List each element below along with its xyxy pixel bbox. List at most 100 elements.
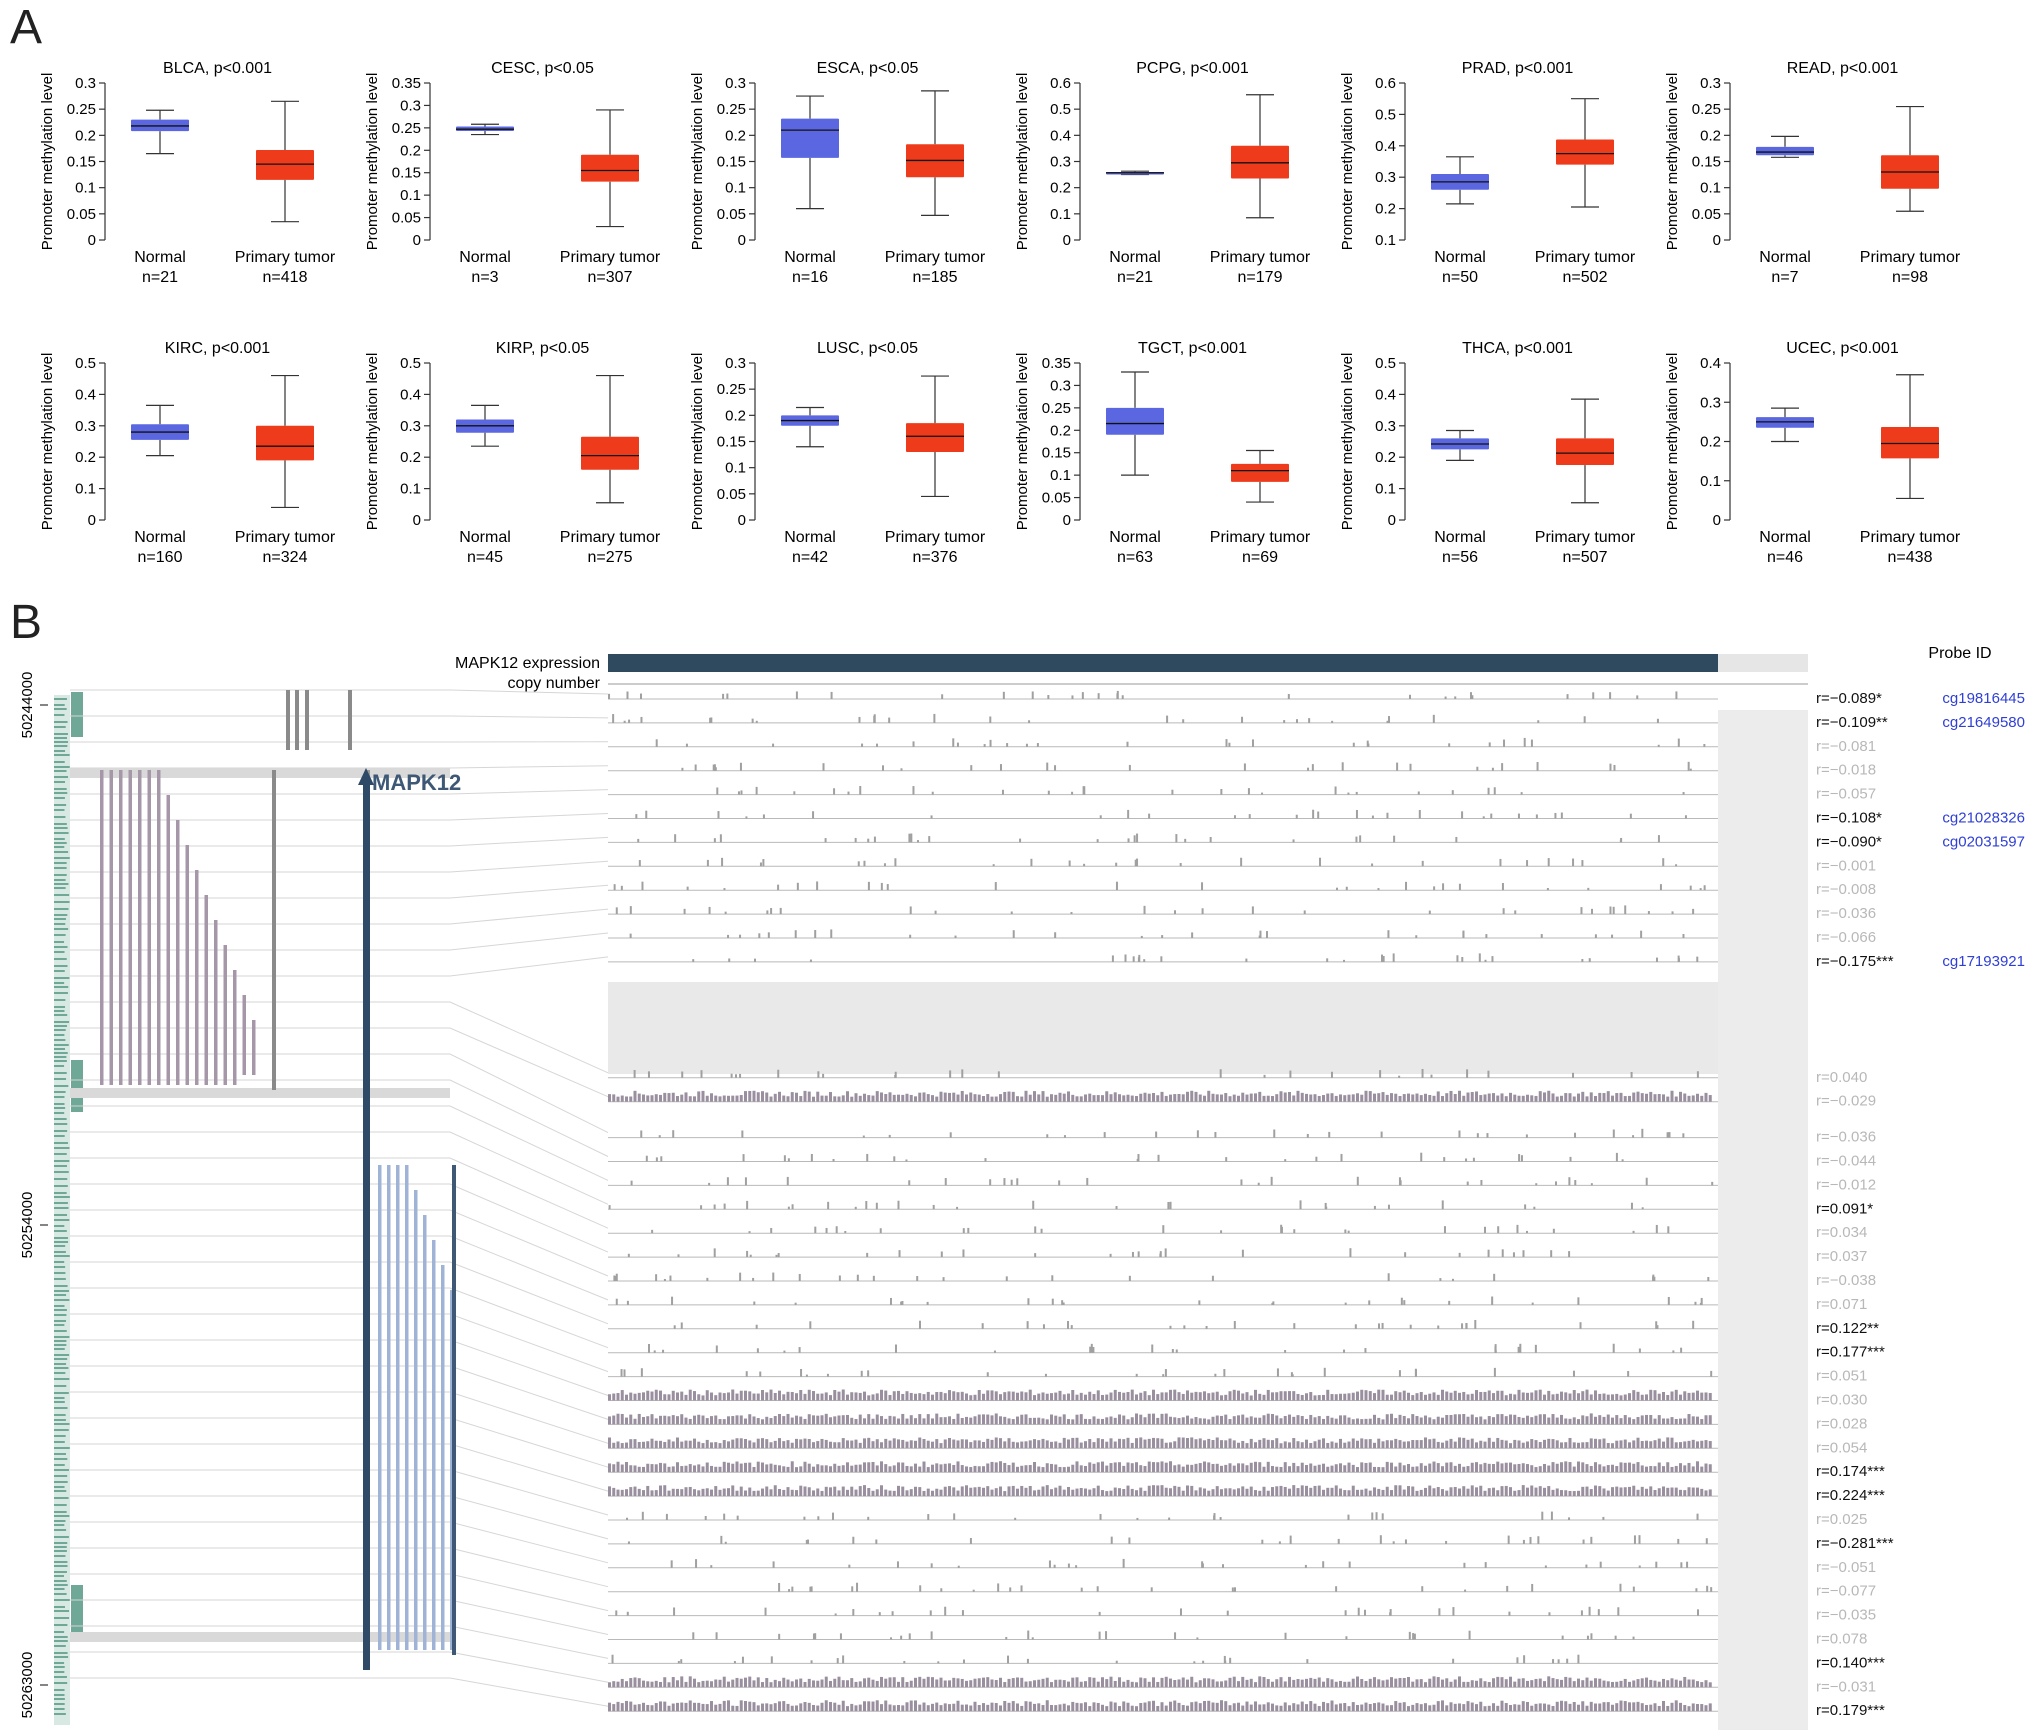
- methylation-bar: [1322, 1489, 1325, 1497]
- methylation-bar: [1526, 1701, 1529, 1712]
- methylation-bar: [1356, 1093, 1359, 1102]
- methylation-bar: [1193, 1661, 1196, 1664]
- methylation-bar: [1050, 1682, 1053, 1688]
- chart-title: PCPG, p<0.001: [1136, 60, 1249, 77]
- methylation-bar: [710, 1392, 713, 1401]
- methylation-bar: [1295, 814, 1298, 819]
- methylation-bar: [1551, 1462, 1555, 1473]
- methylation-bar: [1606, 1702, 1610, 1712]
- methylation-bar: [897, 1681, 900, 1688]
- cpg-site: [54, 1397, 65, 1399]
- methylation-bar: [608, 1416, 611, 1425]
- methylation-bar: [1574, 1180, 1577, 1186]
- methylation-bar: [1543, 1439, 1546, 1449]
- methylation-bar: [1449, 1392, 1453, 1401]
- cpg-site: [54, 1694, 65, 1696]
- methylation-bar: [905, 1702, 909, 1712]
- methylation-bar: [1344, 1229, 1347, 1234]
- methylation-bar: [960, 1465, 964, 1473]
- methylation-bar: [1068, 860, 1071, 867]
- methylation-bar: [1292, 1485, 1296, 1497]
- methylation-bar: [1621, 1159, 1624, 1162]
- methylation-bar: [1379, 1070, 1382, 1078]
- methylation-bar: [659, 1440, 662, 1449]
- category-label: Primary tumor: [1535, 529, 1636, 546]
- methylation-bar: [1237, 1488, 1240, 1497]
- cpg-site: [54, 1698, 65, 1700]
- cpg-site: [54, 1123, 68, 1125]
- methylation-bar: [1619, 1700, 1623, 1712]
- methylation-bar: [1339, 1438, 1342, 1449]
- methylation-bar: [1385, 1414, 1389, 1425]
- cpg-site: [54, 708, 67, 710]
- methylation-bar: [909, 1466, 913, 1473]
- methylation-bar: [860, 1370, 863, 1377]
- methylation-bar: [1520, 1155, 1523, 1162]
- methylation-bar: [1530, 739, 1533, 747]
- methylation-bar: [1581, 860, 1584, 867]
- methylation-bar: [1609, 906, 1612, 915]
- methylation-bar: [1113, 1462, 1117, 1473]
- methylation-bar: [1368, 1703, 1372, 1712]
- methylation-bar: [1190, 1676, 1194, 1688]
- methylation-bar: [718, 1419, 722, 1425]
- methylation-bar: [1334, 1442, 1338, 1449]
- methylation-bar: [1271, 1414, 1274, 1425]
- methylation-bar: [755, 720, 758, 723]
- methylation-bar: [1619, 1462, 1623, 1473]
- methylation-bar: [1011, 1701, 1015, 1712]
- methylation-bar: [1461, 1323, 1464, 1329]
- methylation-bar: [1349, 1248, 1352, 1258]
- cpg-island: [71, 1060, 83, 1112]
- methylation-bar: [770, 1227, 773, 1234]
- methylation-bar: [786, 1391, 790, 1401]
- methylation-bar: [1390, 1394, 1393, 1401]
- correlation-label: r=−0.018: [1816, 762, 1876, 779]
- methylation-bar: [1501, 763, 1504, 771]
- methylation-bar: [965, 1393, 968, 1401]
- methylation-bar: [1067, 1419, 1070, 1425]
- cpg-site: [54, 1085, 69, 1087]
- methylation-bar: [1084, 1441, 1087, 1449]
- methylation-bar: [1041, 1418, 1045, 1425]
- methylation-bar: [1003, 1441, 1007, 1449]
- methylation-bar: [626, 1517, 629, 1520]
- methylation-bar: [1619, 1418, 1623, 1425]
- methylation-bar: [1115, 881, 1118, 891]
- methylation-bar: [705, 1418, 709, 1425]
- methylation-bar: [1437, 1325, 1440, 1329]
- methylation-bar: [981, 1323, 984, 1329]
- methylation-bar: [1564, 1461, 1568, 1473]
- methylation-bar: [1670, 1437, 1674, 1449]
- methylation-bar: [960, 1704, 964, 1712]
- correlation-label: r=−0.090*: [1816, 833, 1882, 850]
- methylation-bar: [812, 1466, 815, 1473]
- methylation-bar: [1259, 930, 1262, 938]
- methylation-bar: [1543, 1092, 1546, 1102]
- methylation-bar: [1696, 1487, 1699, 1497]
- methylation-bar: [1219, 1517, 1222, 1520]
- methylation-bar: [1347, 1706, 1351, 1712]
- cpg-site: [54, 1515, 70, 1517]
- methylation-bar: [1390, 1093, 1393, 1102]
- methylation-bar: [1619, 1440, 1623, 1449]
- methylation-bar: [1632, 1230, 1635, 1234]
- methylation-bar: [648, 1343, 651, 1353]
- methylation-bar: [1699, 888, 1702, 891]
- methylation-bar: [1215, 1702, 1219, 1712]
- methylation-bar: [659, 1094, 662, 1102]
- methylation-bar: [1135, 1438, 1138, 1449]
- methylation-bar: [799, 1466, 803, 1473]
- methylation-bar: [961, 1610, 964, 1616]
- methylation-bar: [1228, 1488, 1232, 1497]
- methylation-bar: [1705, 1538, 1708, 1544]
- y-tick-label: 0.25: [717, 101, 746, 118]
- methylation-bar: [625, 1681, 628, 1688]
- category-label: Normal: [784, 529, 836, 546]
- methylation-bar: [1045, 1419, 1049, 1425]
- methylation-bar: [1364, 1090, 1368, 1102]
- methylation-bar: [1632, 1485, 1636, 1497]
- methylation-bar: [1262, 1704, 1266, 1712]
- methylation-bar: [777, 884, 780, 891]
- methylation-bar: [1589, 1438, 1593, 1449]
